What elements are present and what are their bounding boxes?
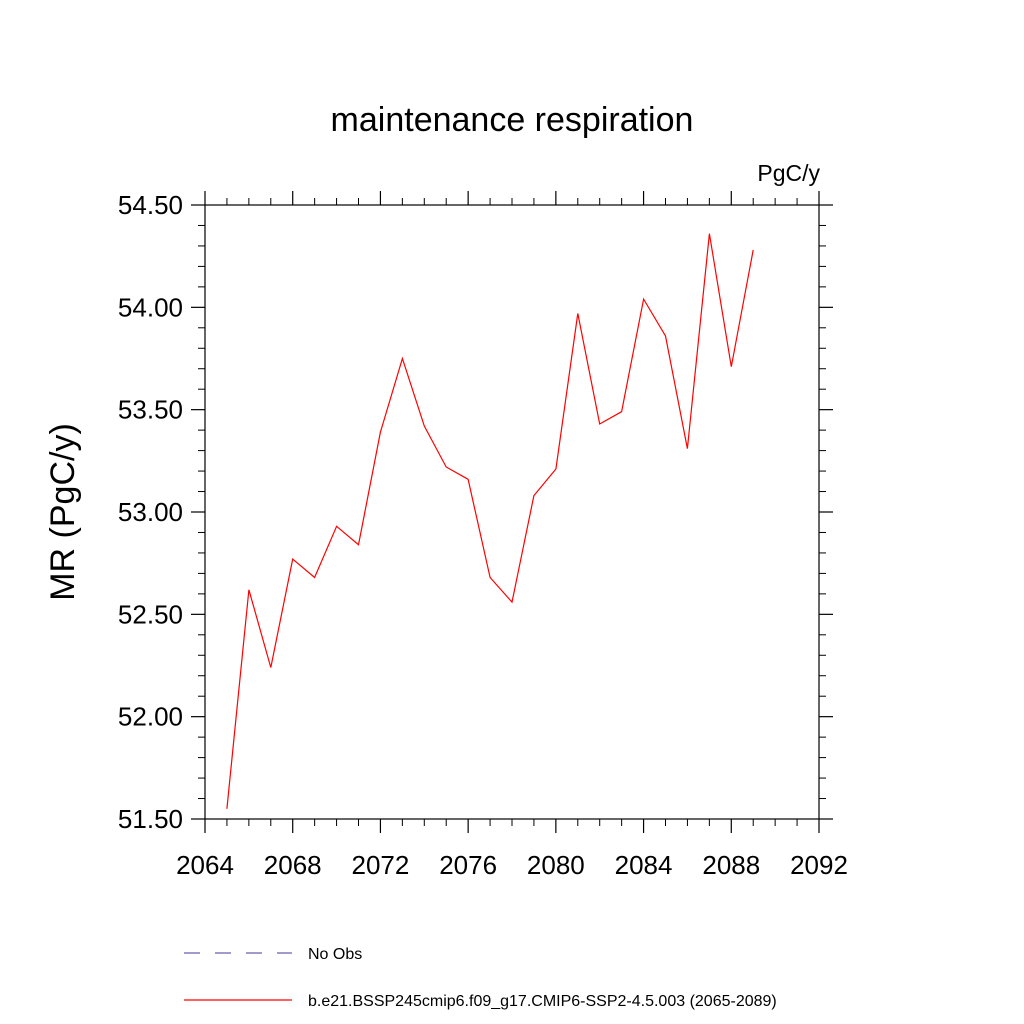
y-tick-label: 54.00	[118, 292, 183, 322]
y-tick-label: 53.50	[118, 395, 183, 425]
units-label: PgC/y	[757, 160, 820, 186]
x-tick-label: 2088	[702, 850, 760, 880]
plot-frame	[204, 204, 820, 820]
y-axis-ticks	[191, 204, 833, 820]
y-tick-label: 53.00	[118, 497, 183, 527]
y-tick-label: 52.00	[118, 702, 183, 732]
chart-title: maintenance respiration	[331, 101, 694, 139]
x-tick-label: 2076	[439, 850, 497, 880]
x-tick-label: 2084	[615, 850, 673, 880]
legend: No Obs b.e21.BSSP245cmip6.f09_g17.CMIP6-S…	[184, 946, 777, 1010]
y-axis-label: MR (PgC/y)	[44, 423, 82, 601]
y-axis-tick-labels: 51.50 52.00 52.50 53.00 53.50 54.00 54.50	[118, 190, 183, 834]
series-layer	[226, 233, 754, 809]
x-tick-label: 2068	[264, 850, 322, 880]
legend-label: b.e21.BSSP245cmip6.f09_g17.CMIP6-SSP2-4.…	[308, 993, 777, 1010]
y-tick-label: 54.50	[118, 190, 183, 220]
legend-label: No Obs	[308, 946, 362, 963]
x-axis-tick-labels: 2064 2068 2072 2076 2080 2084 2088 2092	[176, 850, 848, 880]
x-tick-label: 2080	[527, 850, 585, 880]
x-tick-label: 2092	[790, 850, 848, 880]
x-axis-ticks	[204, 191, 820, 833]
x-tick-label: 2072	[352, 850, 410, 880]
series-line	[226, 233, 754, 809]
x-tick-label: 2064	[176, 850, 234, 880]
y-tick-label: 51.50	[118, 804, 183, 834]
y-tick-label: 52.50	[118, 599, 183, 629]
